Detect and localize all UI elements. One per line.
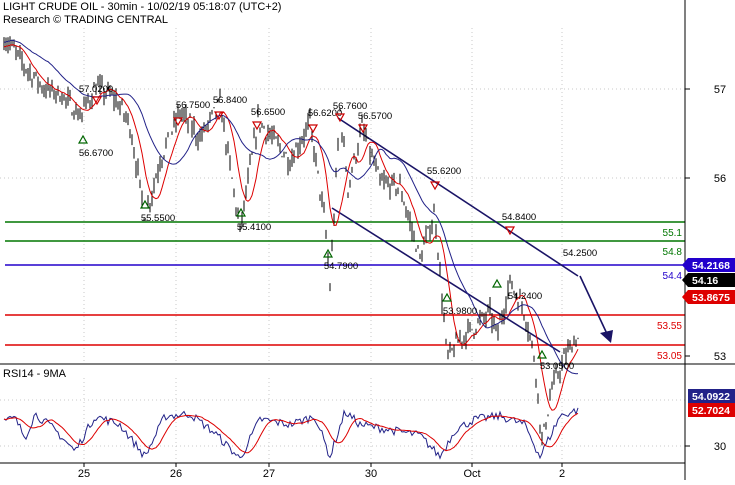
marker-label: 54.8400: [502, 212, 536, 223]
x-tick-label-30: 30: [365, 468, 377, 480]
trough-triangle-marker: [139, 199, 151, 209]
channel-lower-line: [331, 207, 561, 353]
price-badge-pointer: [682, 273, 688, 287]
trough-triangle-marker: [536, 349, 548, 359]
channel-upper-line: [337, 117, 579, 277]
y-tick-label-56: 56: [714, 173, 726, 185]
projection-arrow: [579, 275, 609, 337]
peak-triangle-marker: [504, 226, 516, 236]
x-tick-label-26: 26: [170, 468, 182, 480]
marker-label: 56.6500: [251, 107, 285, 118]
level-label-55.1: 55.1: [663, 228, 683, 239]
peak-triangle-marker: [251, 121, 263, 131]
x-tick-label-25: 25: [78, 468, 90, 480]
marker-label: 53.0500: [540, 361, 574, 372]
trough-triangle-marker: [441, 292, 453, 302]
level-label-54.4: 54.4: [663, 271, 683, 282]
marker-label: 54.2500: [563, 248, 597, 259]
rsi-ma-line: [3, 412, 579, 454]
rsi-y-tick-label-30: 30: [714, 441, 726, 453]
marker-label: 56.7500: [176, 100, 210, 111]
trough-triangle-marker: [322, 248, 334, 258]
marker-label: 57.0200: [79, 84, 113, 95]
peak-triangle-marker: [429, 181, 441, 191]
rsi-value-badge: 54.0922: [692, 391, 730, 403]
price-badge-pointer: [682, 258, 688, 272]
price-badge-pointer: [682, 290, 688, 304]
rsi-ma-value-badge: 52.7024: [692, 405, 730, 417]
marker-label: 56.7600: [333, 101, 367, 112]
arrow-head: [600, 330, 613, 343]
trough-triangle-marker: [491, 278, 503, 288]
peak-triangle-marker: [172, 117, 184, 127]
y-tick-label-53: 53: [714, 351, 726, 363]
rsi-line: [3, 407, 579, 460]
price-badge-54.2168: 54.2168: [692, 260, 730, 272]
marker-label: 54.7900: [324, 261, 358, 272]
rsi-value-badge-bg: [688, 389, 735, 403]
y-tick-label-57: 57: [714, 84, 726, 96]
price-badge-53.8675: 53.8675: [692, 292, 730, 304]
trough-triangle-marker: [77, 134, 89, 144]
chart-title: LIGHT CRUDE OIL - 30min - 10/02/19 05:18…: [3, 1, 282, 13]
level-label-53.55: 53.55: [657, 321, 682, 332]
peak-triangle-marker: [334, 113, 346, 123]
rsi-panel-label: RSI14 - 9MA: [3, 368, 66, 380]
price-badge-bg: [688, 290, 735, 304]
trough-triangle-marker: [235, 207, 247, 217]
level-label-53.05: 53.05: [657, 351, 682, 362]
ma-fast-line: [3, 44, 579, 411]
marker-label: 56.6200: [308, 108, 342, 119]
rsi-ma-value-badge-bg: [688, 403, 735, 417]
x-tick-label-2: 2: [559, 468, 565, 480]
chart-subtitle: Research © TRADING CENTRAL: [3, 14, 168, 26]
price-badge-bg: [688, 258, 735, 272]
peak-triangle-marker: [213, 111, 225, 121]
price-badge-54.16: 54.16: [692, 275, 718, 287]
marker-label: 55.6200: [427, 166, 461, 177]
trend-channel: [331, 117, 613, 353]
peak-triangle-marker: [357, 124, 369, 134]
marker-label: 55.5500: [141, 213, 175, 224]
marker-label: 53.9800: [443, 306, 477, 317]
marker-label: 56.8400: [213, 95, 247, 106]
price-badge-bg: [688, 273, 735, 287]
marker-label: 55.4100: [237, 222, 271, 233]
marker-label: 56.5700: [358, 111, 392, 122]
x-tick-label-Oct: Oct: [463, 468, 480, 480]
x-tick-label-27: 27: [263, 468, 275, 480]
marker-label: 54.2400: [508, 291, 542, 302]
marker-label: 56.6700: [79, 148, 113, 159]
peak-triangle-marker: [91, 96, 103, 106]
peak-triangle-marker: [307, 124, 319, 134]
level-label-54.8: 54.8: [663, 247, 683, 258]
